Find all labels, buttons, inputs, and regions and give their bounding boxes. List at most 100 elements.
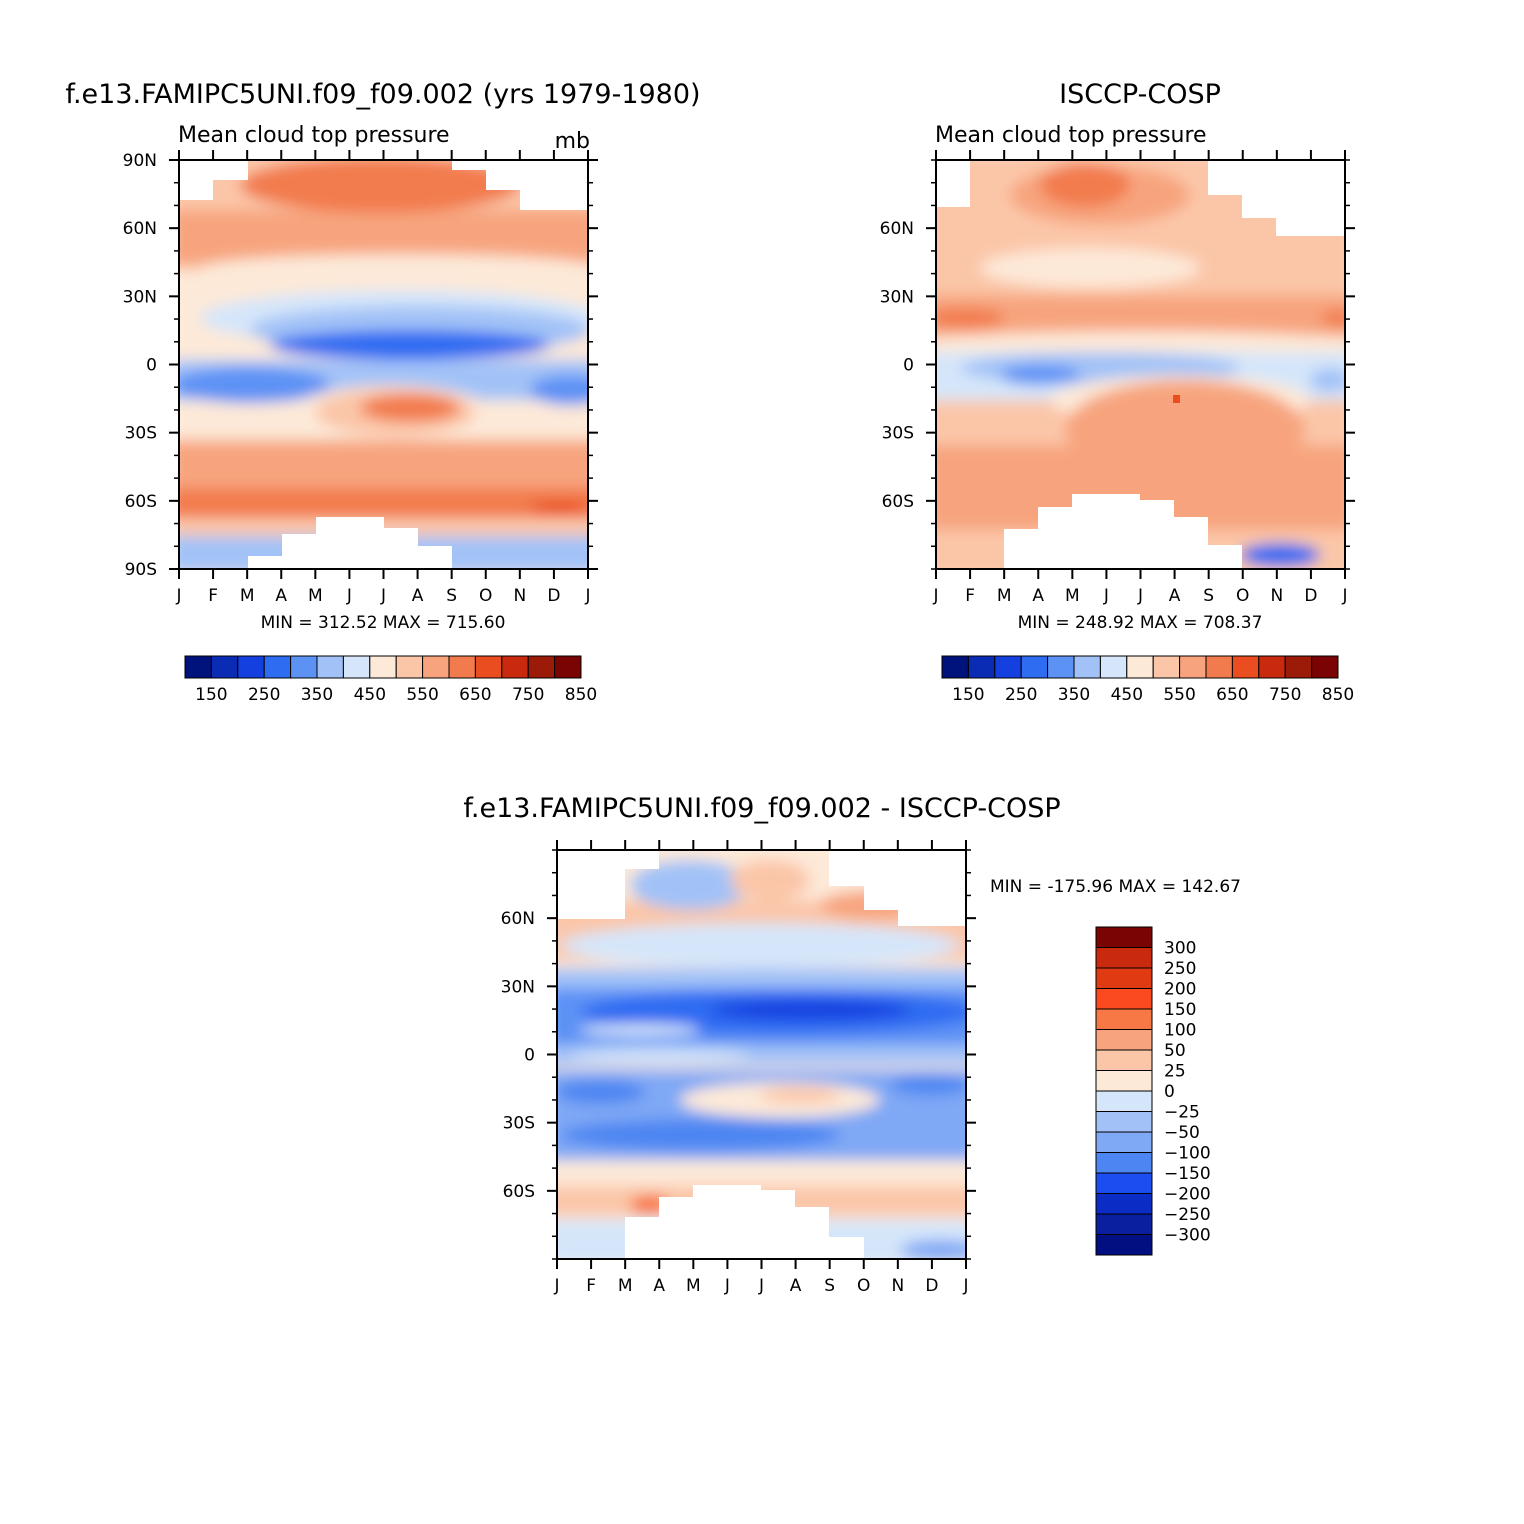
colorbar-label: 850 (565, 685, 597, 705)
y-tick-label: 30S (125, 424, 157, 444)
y-tick-label: 0 (903, 356, 914, 376)
colorbar-label: 300 (1164, 939, 1196, 959)
x-tick-label: M (618, 1276, 633, 1296)
colorbar-box (1095, 988, 1153, 1010)
colorbar-box (1311, 655, 1339, 679)
colorbar-box (941, 655, 969, 679)
panel-obs-title: ISCCP-COSP (1059, 79, 1221, 110)
x-tick-label: D (925, 1276, 938, 1296)
colorbar-box (369, 655, 397, 679)
colorbar-box (1258, 655, 1286, 679)
panel-model-subtitle: Mean cloud top pressure (178, 123, 450, 148)
colorbar-label: 550 (1163, 685, 1195, 705)
colorbar-box (1095, 1152, 1153, 1174)
colorbar-box (290, 655, 318, 679)
x-tick-label: J (1103, 586, 1109, 606)
colorbar-box (1047, 655, 1075, 679)
colorbar-box (1095, 947, 1153, 969)
panel-diff-field (557, 850, 966, 1259)
colorbar-label: −50 (1164, 1123, 1200, 1143)
colorbar-box (1095, 1172, 1153, 1194)
colorbar-label: 650 (1216, 685, 1248, 705)
y-tick-label: 60N (880, 219, 914, 239)
panel-diff-title: f.e13.FAMIPC5UNI.f09_f09.002 - ISCCP-COS… (463, 793, 1060, 824)
y-tick-label: 0 (146, 356, 157, 376)
colorbar-box (1095, 1070, 1153, 1092)
colorbar-box (501, 655, 529, 679)
y-tick-label: 30S (503, 1114, 535, 1134)
colorbar-box (1284, 655, 1313, 679)
colorbar-box (1095, 1029, 1153, 1051)
x-tick-label: M (1065, 586, 1080, 606)
colorbar-box (184, 655, 212, 679)
colorbar-box (1095, 1131, 1153, 1153)
x-tick-label: F (208, 586, 218, 606)
y-tick-label: 60N (123, 219, 157, 239)
panel-obs-subtitle: Mean cloud top pressure (935, 123, 1207, 148)
y-tick-label: 30S (882, 424, 914, 444)
y-tick-label: 30N (880, 287, 914, 307)
panel-diff-stats: MIN = -175.96 MAX = 142.67 (990, 877, 1241, 897)
colorbar-label: −150 (1164, 1164, 1211, 1184)
colorbar-box (1205, 655, 1233, 679)
colorbar-box (1095, 1213, 1153, 1235)
y-tick-label: 60N (501, 909, 535, 929)
colorbar-label: 250 (1005, 685, 1037, 705)
colorbar-label: 650 (459, 685, 491, 705)
colorbar-label: 850 (1322, 685, 1354, 705)
colorbar-label: 750 (1269, 685, 1301, 705)
colorbar-box (395, 655, 424, 679)
x-tick-label: F (586, 1276, 596, 1296)
colorbar-label: 150 (952, 685, 984, 705)
colorbar-box (422, 655, 450, 679)
colorbar-box (316, 655, 344, 679)
colorbar-label: 450 (1111, 685, 1143, 705)
colorbar-box (1095, 1090, 1153, 1112)
panel-model-units: mb (555, 129, 590, 154)
x-tick-label: S (824, 1276, 835, 1296)
x-tick-label: S (446, 586, 457, 606)
colorbar-box (1095, 1111, 1153, 1133)
colorbar-label: 100 (1164, 1021, 1196, 1041)
x-tick-label: J (346, 586, 352, 606)
y-tick-label: 30N (123, 287, 157, 307)
y-tick-label: 0 (524, 1046, 535, 1066)
colorbar-box (554, 655, 582, 679)
colorbar-box (1095, 1234, 1153, 1256)
colorbar-box (1095, 1049, 1153, 1071)
colorbar-box (527, 655, 556, 679)
colorbar-label: 50 (1164, 1041, 1186, 1061)
x-tick-label: J (1137, 586, 1143, 606)
x-tick-label: J (932, 586, 938, 606)
colorbar-box (1231, 655, 1260, 679)
colorbar-box (342, 655, 371, 679)
colorbar-box (1095, 926, 1153, 948)
y-tick-label: 90S (125, 560, 157, 580)
colorbar-box (237, 655, 265, 679)
panel-model-stats: MIN = 312.52 MAX = 715.60 (261, 613, 506, 633)
colorbar-box (994, 655, 1022, 679)
colorbar-label: 750 (512, 685, 544, 705)
panel-model-colorbar: 150 250 350 450 550 650 750 850 (184, 655, 597, 705)
x-tick-label: J (758, 1276, 764, 1296)
colorbar-box (1095, 1008, 1153, 1030)
x-tick-label: J (553, 1276, 559, 1296)
x-tick-label: J (962, 1276, 968, 1296)
colorbar-label: 150 (1164, 1000, 1196, 1020)
colorbar-box (474, 655, 503, 679)
y-tick-label: 30N (501, 977, 535, 997)
x-tick-label: F (965, 586, 975, 606)
colorbar-box (1020, 655, 1049, 679)
colorbar-label: 0 (1164, 1082, 1175, 1102)
colorbar-label: 350 (1058, 685, 1090, 705)
x-tick-label: A (1032, 586, 1044, 606)
x-tick-label: A (275, 586, 287, 606)
x-tick-label: N (891, 1276, 904, 1296)
y-tick-label: 60S (882, 492, 914, 512)
x-tick-label: A (790, 1276, 802, 1296)
x-tick-label: A (412, 586, 424, 606)
panel-obs-field (936, 160, 1345, 569)
colorbar-label: 450 (354, 685, 386, 705)
